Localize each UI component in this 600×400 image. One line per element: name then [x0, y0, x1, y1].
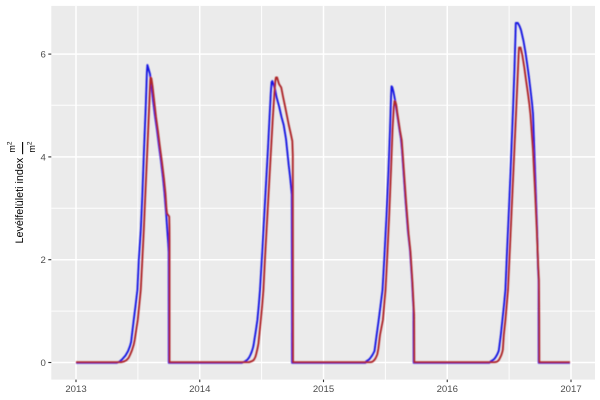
svg-text:4: 4 [41, 152, 47, 163]
svg-text:2014: 2014 [189, 384, 211, 395]
svg-text:2013: 2013 [65, 384, 86, 395]
svg-text:2: 2 [41, 255, 46, 266]
svg-text:m2: m2 [27, 141, 38, 153]
svg-text:6: 6 [41, 50, 46, 61]
svg-text:0: 0 [41, 358, 46, 369]
svg-text:2015: 2015 [313, 384, 334, 395]
svg-text:Levélfelületi index: Levélfelületi index [14, 157, 26, 243]
svg-text:m2: m2 [7, 141, 18, 153]
svg-text:2016: 2016 [437, 384, 458, 395]
svg-text:2017: 2017 [560, 384, 581, 395]
